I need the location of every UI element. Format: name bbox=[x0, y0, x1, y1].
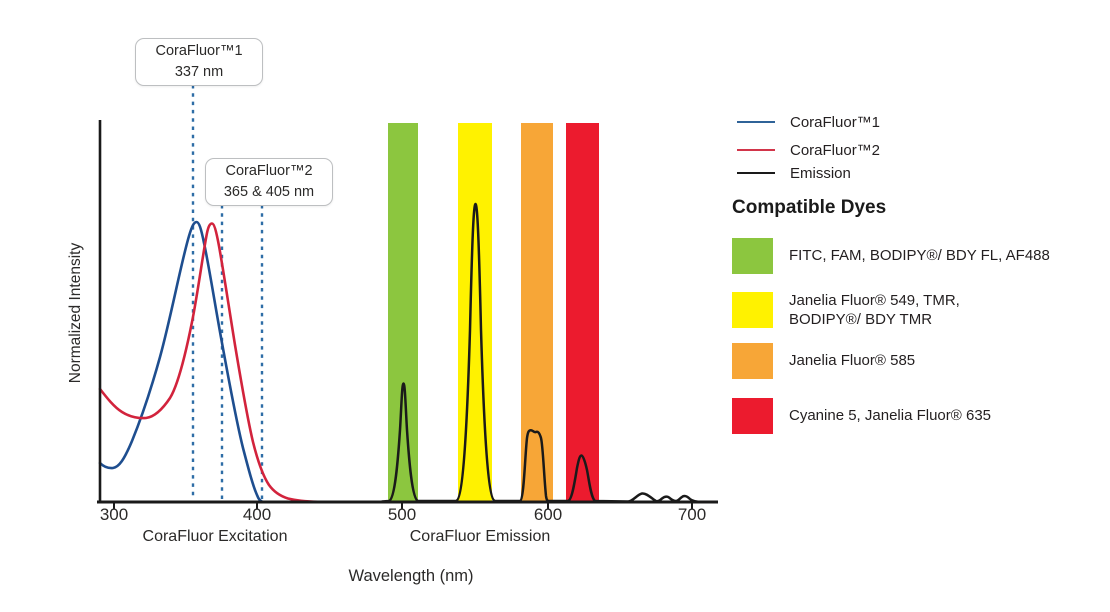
callout-corafluor2: CoraFluor™2 365 & 405 nm bbox=[205, 158, 333, 206]
dye-swatch-orange bbox=[732, 343, 773, 379]
x-axis-ticks bbox=[113, 503, 693, 509]
legend-label-corafluor2: CoraFluor™2 bbox=[790, 141, 881, 159]
legend-line-blue bbox=[737, 120, 775, 124]
legend-line-red bbox=[737, 148, 775, 152]
corafluor2-excitation-curve bbox=[98, 222, 347, 504]
dye-swatch-green bbox=[732, 238, 773, 274]
legend-label-corafluor1: CoraFluor™1 bbox=[790, 113, 881, 131]
corafluor1-excitation-curve bbox=[98, 220, 264, 503]
band-red bbox=[566, 123, 599, 502]
x-axis-label: Wavelength (nm) bbox=[348, 567, 474, 585]
callout-corafluor2-name: CoraFluor™2 bbox=[225, 163, 313, 180]
dye-row-orange: Janelia Fluor® 585 bbox=[732, 343, 1104, 379]
caption-emission: CoraFluor Emission bbox=[409, 528, 551, 545]
callout-corafluor1-wavelength: 337 nm bbox=[174, 64, 224, 80]
x-tick-400: 400 bbox=[242, 505, 272, 524]
dye-row-yellow: Janelia Fluor® 549, TMR, BODIPY®/ BDY TM… bbox=[732, 292, 1104, 328]
callout-corafluor1: CoraFluor™1 337 nm bbox=[135, 38, 263, 86]
dye-swatch-yellow bbox=[732, 292, 773, 328]
legend-item-corafluor2: CoraFluor™2 bbox=[737, 140, 880, 160]
x-tick-300: 300 bbox=[99, 505, 129, 524]
emission-curve bbox=[380, 202, 718, 504]
band-green bbox=[388, 123, 418, 502]
legend-item-corafluor1: CoraFluor™1 bbox=[737, 112, 880, 132]
legend-line-black bbox=[737, 171, 775, 175]
x-tick-700: 700 bbox=[677, 505, 707, 524]
dye-label-orange: Janelia Fluor® 585 bbox=[789, 352, 916, 370]
dye-swatch-red bbox=[732, 398, 773, 434]
callout-corafluor1-name: CoraFluor™1 bbox=[155, 43, 243, 60]
legend-item-emission: Emission bbox=[737, 163, 851, 183]
caption-excitation: CoraFluor Excitation bbox=[142, 528, 288, 545]
dye-label-red: Cyanine 5, Janelia Fluor® 635 bbox=[789, 407, 992, 425]
x-tick-500: 500 bbox=[387, 505, 417, 524]
legend-label-emission: Emission bbox=[790, 164, 851, 182]
dye-label-yellow: Janelia Fluor® 549, TMR, BODIPY®/ BDY TM… bbox=[789, 291, 960, 328]
callout-corafluor2-wavelength: 365 & 405 nm bbox=[223, 184, 315, 200]
dye-row-red: Cyanine 5, Janelia Fluor® 635 bbox=[732, 398, 1104, 434]
dye-row-green: FITC, FAM, BODIPY®/ BDY FL, AF488 bbox=[732, 238, 1104, 274]
x-tick-600: 600 bbox=[533, 505, 563, 524]
compatible-dyes-heading: Compatible Dyes bbox=[732, 197, 887, 218]
dye-label-green: FITC, FAM, BODIPY®/ BDY FL, AF488 bbox=[789, 247, 1050, 265]
y-axis-label: Normalized Intensity bbox=[67, 242, 84, 384]
